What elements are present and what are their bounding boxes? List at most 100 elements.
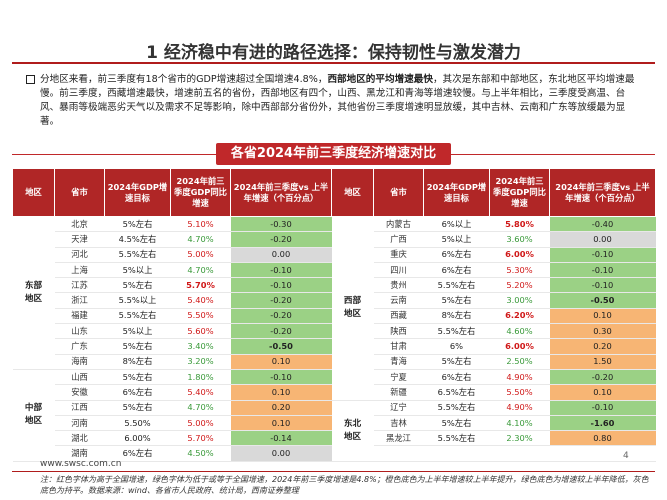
province-cell: 山东 <box>54 323 105 340</box>
diff-cell: -0.10 <box>549 277 656 294</box>
diff-cell: 0.10 <box>549 308 656 325</box>
diff-cell: -0.10 <box>549 262 656 279</box>
column-header: 2024年GDP增速目标 <box>104 168 171 217</box>
target-cell: 5%左右 <box>423 292 490 309</box>
column-header: 地区 <box>331 168 374 217</box>
column-header: 2024年前三季度GDP同比增速 <box>170 168 231 217</box>
target-cell: 8%左右 <box>104 354 171 370</box>
column-header: 省市 <box>373 168 424 217</box>
bullet-square-icon <box>26 75 35 84</box>
target-cell: 5.5%左右 <box>423 400 490 416</box>
growth-cell: 5.70% <box>170 277 231 294</box>
growth-cell: 5.30% <box>489 262 550 279</box>
diff-cell: 0.10 <box>230 384 332 401</box>
growth-cell: 5.80% <box>489 216 550 233</box>
diff-cell: 0.10 <box>230 415 332 432</box>
table-row: 河北 5.5%左右 5.00% 0.00 重庆 6%左右 6.00% -0.10 <box>13 247 656 263</box>
target-cell: 5.5%左右 <box>423 277 490 294</box>
growth-cell: 4.50% <box>170 445 231 462</box>
table-row: 安徽 6%左右 5.40% 0.10 新疆 6.5%左右 5.50% 0.10 <box>13 384 656 401</box>
growth-cell: 4.90% <box>489 400 550 416</box>
table-row: 天津 4.5%左右 4.70% -0.20 广西 5%以上 3.60% 0.00 <box>13 231 656 248</box>
target-cell: 5%左右 <box>423 354 490 370</box>
province-cell: 上海 <box>54 262 105 279</box>
province-cell: 西藏 <box>373 308 424 325</box>
diff-cell: -0.20 <box>230 292 332 309</box>
diff-cell: -0.40 <box>549 216 656 233</box>
table-note: 注：红色字体为高于全国增速，绿色字体为低于或等于全国增速，2024年前三季度增速… <box>40 475 649 495</box>
province-cell: 江西 <box>54 400 105 416</box>
growth-cell: 2.30% <box>489 430 550 447</box>
province-cell: 海南 <box>54 354 105 370</box>
province-cell: 内蒙古 <box>373 216 424 233</box>
target-cell: 6.00% <box>104 430 171 447</box>
diff-cell: -0.10 <box>549 247 656 263</box>
region-label: 东部 地区 <box>12 216 55 370</box>
diff-cell: 0.10 <box>549 384 656 401</box>
summary-paragraph: 分地区来看，前三季度有18个省市的GDP增速超过全国增速4.8%，西部地区的平均… <box>40 73 640 129</box>
page-title: 1 经济稳中有进的路径选择：保持韧性与激发潜力 <box>146 43 521 63</box>
target-cell: 5%以上 <box>104 323 171 340</box>
province-cell: 天津 <box>54 231 105 248</box>
growth-cell: 4.90% <box>489 369 550 386</box>
growth-cell: 3.20% <box>170 354 231 370</box>
province-cell: 新疆 <box>373 384 424 401</box>
growth-cell: 1.80% <box>170 369 231 386</box>
diff-cell: -1.60 <box>549 415 656 432</box>
growth-cell: 2.50% <box>489 354 550 370</box>
summary-text-1: 分地区来看，前三季度有18个省市的GDP增速超过全国增速4.8%， <box>40 74 328 85</box>
target-cell: 5%左右 <box>104 400 171 416</box>
growth-cell: 5.40% <box>170 292 231 309</box>
growth-cell: 5.40% <box>170 384 231 401</box>
growth-cell: 4.60% <box>489 323 550 340</box>
growth-cell: 5.50% <box>489 384 550 401</box>
province-cell <box>373 445 424 462</box>
column-header: 地区 <box>12 168 55 217</box>
target-cell: 5%左右 <box>423 415 490 432</box>
growth-cell: 3.40% <box>170 338 231 355</box>
banner-line-right <box>451 154 655 155</box>
diff-cell: 0.00 <box>230 247 332 263</box>
diff-cell: -0.20 <box>230 308 332 325</box>
target-cell: 5%左右 <box>104 216 171 233</box>
target-cell: 4.5%左右 <box>104 231 171 248</box>
diff-cell: -0.20 <box>549 369 656 386</box>
province-cell: 吉林 <box>373 415 424 432</box>
growth-cell: 5.00% <box>170 415 231 432</box>
summary-bold-text: 西部地区的平均增速最快 <box>327 74 433 85</box>
province-cell: 陕西 <box>373 323 424 340</box>
province-cell: 福建 <box>54 308 105 325</box>
diff-cell: -0.20 <box>230 231 332 248</box>
title-rule <box>12 62 655 64</box>
diff-cell: -0.10 <box>549 400 656 416</box>
target-cell: 6%以上 <box>423 216 490 233</box>
diff-cell: 0.10 <box>230 354 332 370</box>
column-header: 2024年前三季度GDP同比增速 <box>489 168 550 217</box>
growth-cell: 4.70% <box>170 400 231 416</box>
diff-cell: -0.10 <box>230 277 332 294</box>
diff-cell: 1.50 <box>549 354 656 370</box>
diff-cell: 0.00 <box>230 445 332 462</box>
diff-cell: 0.00 <box>549 231 656 248</box>
table-header-row: 地区 省市 2024年GDP增速目标 2024年前三季度GDP同比增速 2024年前三季… <box>12 168 656 217</box>
diff-cell: -0.20 <box>230 323 332 340</box>
growth-cell <box>489 445 550 462</box>
growth-cell: 6.00% <box>489 247 550 263</box>
province-cell: 河南 <box>54 415 105 432</box>
diff-cell: 0.80 <box>549 430 656 447</box>
target-cell: 6% <box>423 338 490 355</box>
target-cell: 5%左右 <box>104 338 171 355</box>
province-cell: 青海 <box>373 354 424 370</box>
table-row: 福建 5.5%左右 5.50% -0.20 西藏 8%左右 6.20% 0.10 <box>13 308 656 325</box>
target-cell: 6%左右 <box>104 384 171 401</box>
table-row: 江西 5%左右 4.70% 0.20 东北 地区 辽宁 5.5%左右 4.90% -0.10 <box>13 400 656 462</box>
region-label: 西部 地区 <box>331 216 374 401</box>
province-cell: 重庆 <box>373 247 424 263</box>
table-row: 上海 5%以上 4.70% -0.10 四川 6%左右 5.30% -0.10 <box>13 262 656 279</box>
target-cell: 5.50% <box>104 415 171 432</box>
table-row: 浙江 5.5%以上 5.40% -0.20 云南 5%左右 3.00% -0.50 <box>13 292 656 309</box>
diff-cell: -0.10 <box>230 369 332 386</box>
table-row: 中部 地区 山西 5%左右 1.80% -0.10 宁夏 6%左右 4.90% -0.20 <box>12 369 656 462</box>
diff-cell: -0.14 <box>230 430 332 447</box>
column-header: 省市 <box>54 168 105 217</box>
